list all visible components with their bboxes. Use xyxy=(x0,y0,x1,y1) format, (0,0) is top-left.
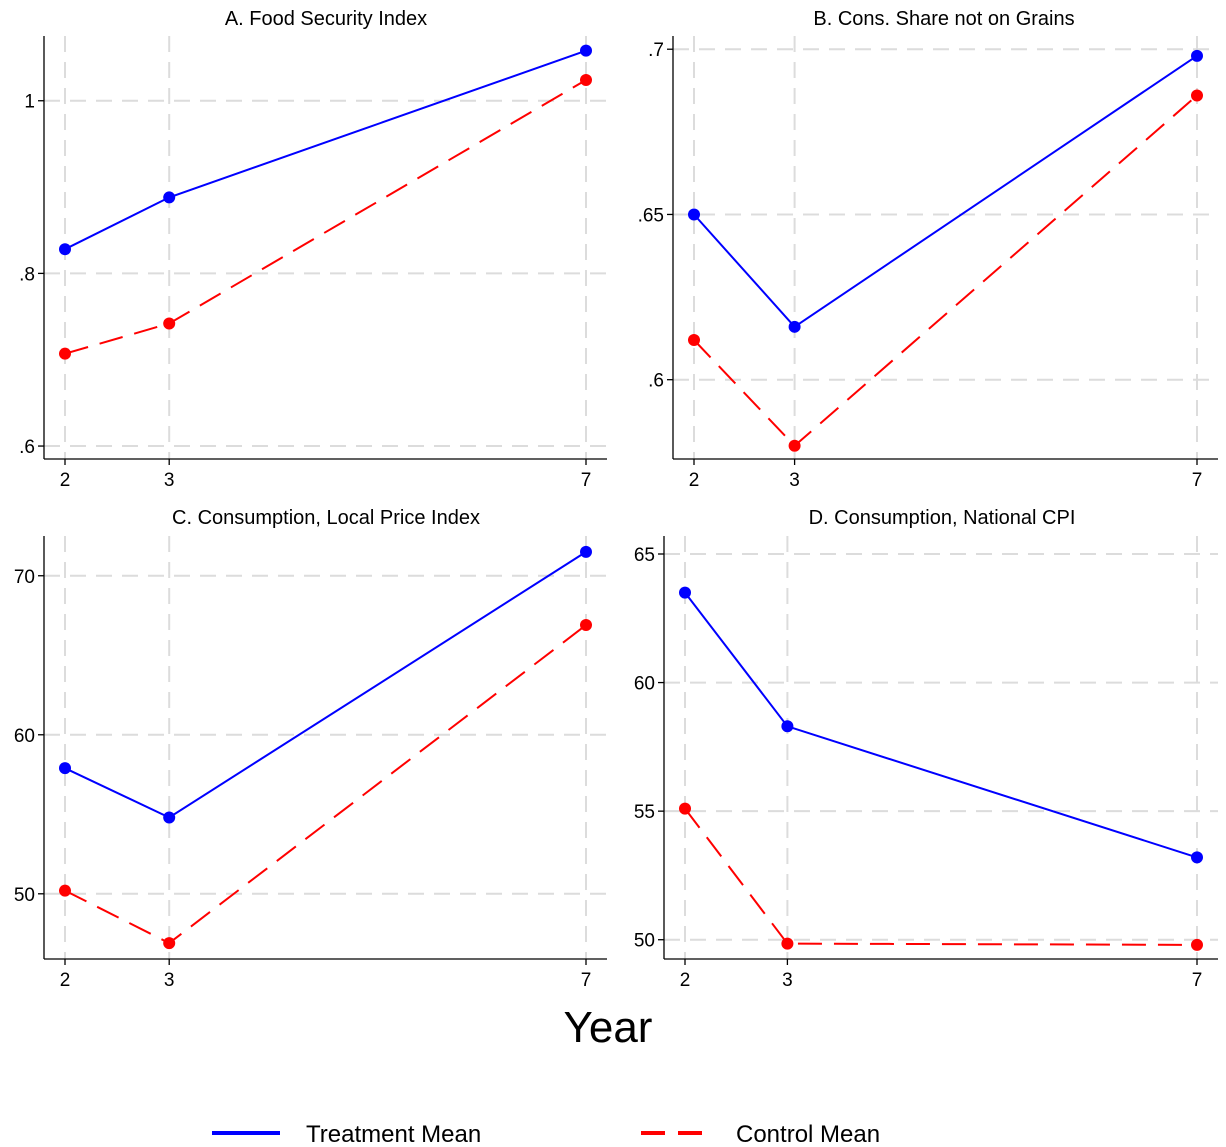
data-point-control xyxy=(580,74,592,87)
series-line-control xyxy=(64,79,587,355)
panel-2: B. Cons. Share not on Grains .6 .65 .7 2 3 7 xyxy=(638,8,1218,491)
x-tick-label: 3 xyxy=(164,970,175,991)
panel-title: B. Cons. Share not on Grains xyxy=(813,8,1074,30)
legend: Treatment Mean Control Mean xyxy=(212,1121,880,1147)
panels: A. Food Security Index.6.812 3 7B. Cons. S… xyxy=(14,8,1218,991)
legend-label-treatment: Treatment Mean xyxy=(306,1121,481,1147)
data-point-treatment xyxy=(1191,49,1203,62)
x-tick-label: 2 xyxy=(689,470,700,491)
data-point-treatment xyxy=(781,720,794,733)
panel-title: A. Food Security Index xyxy=(225,8,427,30)
y-tick-label: 65 xyxy=(634,545,655,566)
data-point-treatment xyxy=(788,320,801,333)
x-tick-label: 3 xyxy=(789,470,800,491)
data-point-control xyxy=(788,439,801,452)
x-axis-label: Year xyxy=(564,1003,653,1052)
data-point-control xyxy=(688,334,700,347)
panel-3: C. Consumption, Local Price Index 50 60 70 2… xyxy=(14,507,607,991)
y-tick-label: .6 xyxy=(648,371,664,392)
y-tick-label: 60 xyxy=(634,674,655,695)
y-tick-label: 60 xyxy=(14,726,35,747)
x-tick-label: 2 xyxy=(60,970,71,991)
x-tick-label: 2 xyxy=(60,470,71,491)
y-tick-label: .65 xyxy=(638,205,664,226)
series-line-treatment xyxy=(693,54,1198,329)
panel-title: C. Consumption, Local Price Index xyxy=(172,507,480,529)
data-point-control xyxy=(1191,938,1203,951)
data-point-control xyxy=(163,937,176,950)
y-tick-label: .6 xyxy=(19,437,35,458)
series-line-control xyxy=(684,807,1198,946)
data-point-control xyxy=(580,619,592,632)
y-tick-label: .7 xyxy=(648,40,664,61)
x-tick-label: 7 xyxy=(581,970,592,991)
panel-1: A. Food Security Index .6 .8 1 2 3 7 xyxy=(19,8,607,491)
data-point-treatment xyxy=(163,811,176,824)
series-line-treatment xyxy=(684,591,1198,859)
series-line-control xyxy=(693,94,1198,448)
data-point-treatment xyxy=(679,586,691,599)
x-tick-label: 7 xyxy=(1192,970,1203,991)
y-tick-label: 55 xyxy=(634,802,655,823)
data-point-control xyxy=(163,317,176,330)
series-line-control xyxy=(64,624,587,945)
data-point-control xyxy=(59,884,71,897)
data-point-treatment xyxy=(59,762,71,775)
x-tick-label: 3 xyxy=(782,970,793,991)
data-point-treatment xyxy=(688,208,700,221)
y-tick-label: 50 xyxy=(634,931,655,952)
x-tick-label: 7 xyxy=(581,470,592,491)
x-tick-label: 2 xyxy=(680,970,691,991)
data-point-control xyxy=(1191,89,1203,102)
series-line-treatment xyxy=(64,49,587,251)
panel-title: D. Consumption, National CPI xyxy=(809,507,1076,529)
y-tick-label: .8 xyxy=(19,264,35,285)
y-tick-label: 50 xyxy=(14,885,35,906)
y-tick-label: 70 xyxy=(14,567,35,588)
data-point-control xyxy=(781,937,794,950)
data-point-treatment xyxy=(580,545,592,558)
data-point-control xyxy=(679,802,691,815)
y-tick-label: 1 xyxy=(24,92,35,113)
panel-4: D. Consumption, National CPI 50 55 60 65 2 3 7 xyxy=(634,507,1218,991)
data-point-treatment xyxy=(1191,851,1203,864)
x-tick-label: 7 xyxy=(1192,470,1203,491)
data-point-treatment xyxy=(580,44,592,57)
data-point-control xyxy=(59,347,71,360)
data-point-treatment xyxy=(59,243,71,256)
data-point-treatment xyxy=(163,191,176,204)
x-tick-label: 3 xyxy=(164,470,175,491)
legend-label-control: Control Mean xyxy=(736,1121,880,1147)
